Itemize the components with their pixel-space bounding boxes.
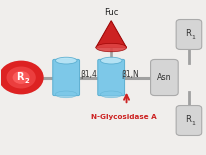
- Text: β1,N: β1,N: [122, 70, 139, 79]
- FancyBboxPatch shape: [176, 106, 202, 135]
- FancyBboxPatch shape: [151, 60, 178, 95]
- FancyBboxPatch shape: [98, 59, 125, 96]
- Ellipse shape: [55, 91, 77, 98]
- Ellipse shape: [96, 43, 126, 52]
- Ellipse shape: [100, 91, 122, 98]
- Text: Asn: Asn: [157, 73, 172, 82]
- Text: β1,4: β1,4: [80, 70, 97, 79]
- Text: Fuc: Fuc: [104, 9, 118, 18]
- Ellipse shape: [55, 57, 77, 64]
- Circle shape: [13, 71, 30, 84]
- Circle shape: [7, 66, 36, 89]
- Ellipse shape: [100, 57, 122, 64]
- Circle shape: [0, 61, 44, 94]
- Text: 1: 1: [192, 35, 195, 40]
- Text: R: R: [16, 72, 24, 82]
- FancyBboxPatch shape: [176, 20, 202, 49]
- Text: 2: 2: [25, 78, 29, 84]
- Text: R: R: [185, 115, 191, 124]
- Text: R: R: [185, 29, 191, 38]
- Text: N-Glycosidase A: N-Glycosidase A: [91, 114, 156, 120]
- FancyBboxPatch shape: [53, 59, 80, 96]
- Polygon shape: [96, 21, 126, 48]
- Text: 1: 1: [192, 121, 195, 126]
